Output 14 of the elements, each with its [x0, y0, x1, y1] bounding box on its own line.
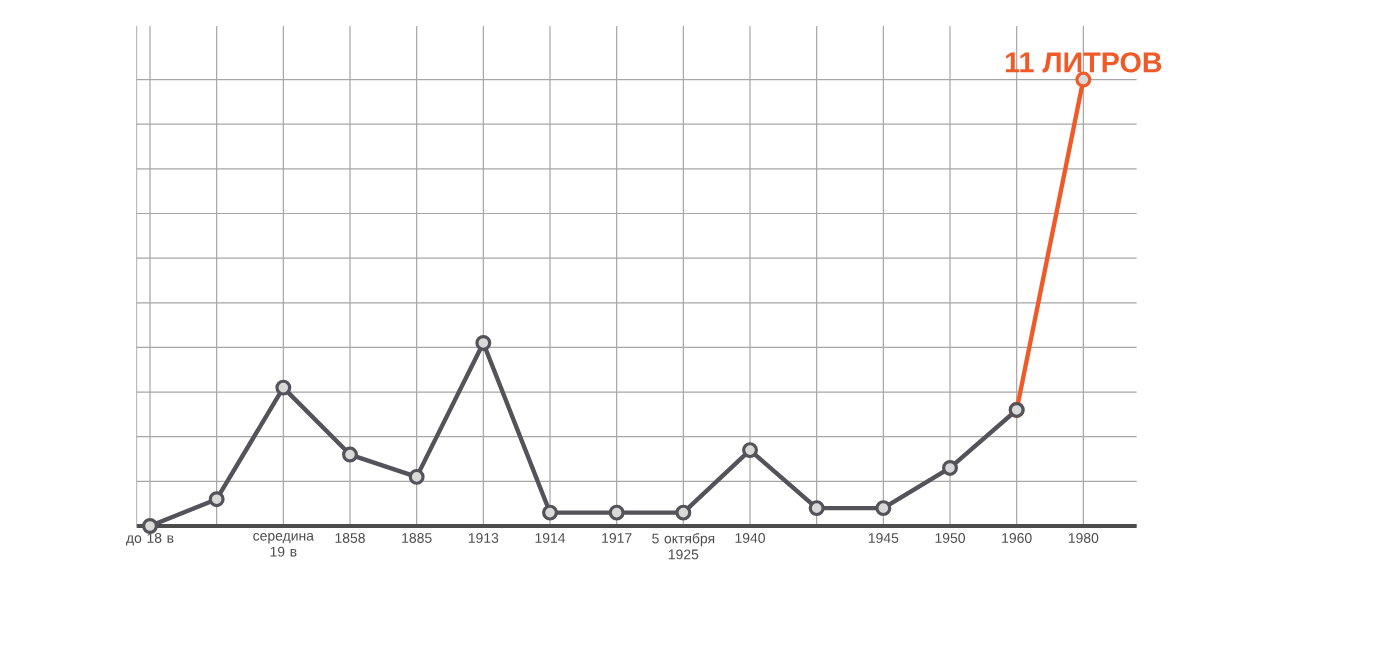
point	[675, 504, 692, 521]
point	[475, 334, 492, 351]
point	[208, 491, 225, 508]
point	[542, 504, 558, 521]
point	[875, 500, 892, 517]
point	[142, 518, 158, 534]
point	[742, 442, 758, 459]
annotation: 11 ЛИТРОВ	[1005, 52, 1162, 73]
point	[275, 379, 292, 396]
point	[342, 446, 358, 463]
point	[942, 459, 958, 476]
point	[808, 500, 825, 517]
point	[408, 468, 425, 485]
point	[608, 504, 625, 521]
